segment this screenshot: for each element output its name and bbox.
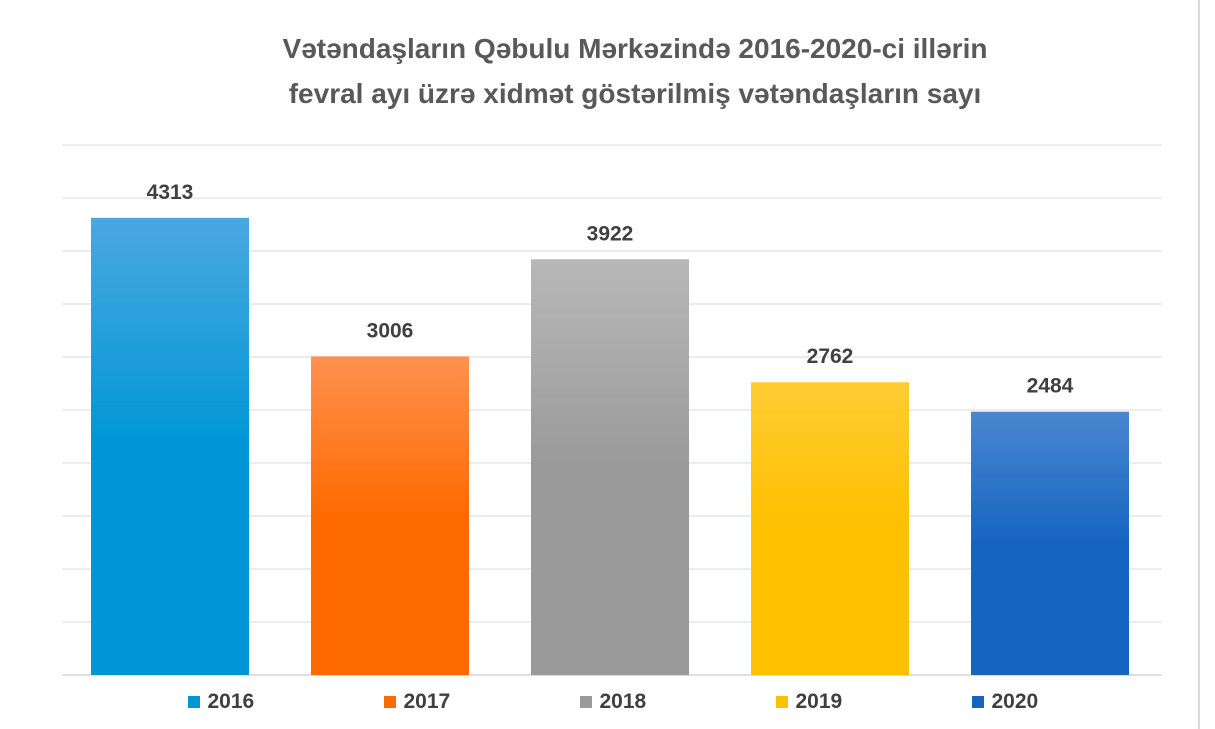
bar-2019	[751, 382, 909, 675]
legend-swatch	[971, 696, 984, 708]
bar-2020	[971, 411, 1129, 675]
data-label-2020: 2484	[1027, 375, 1074, 398]
legend-label: 2020	[991, 690, 1039, 713]
data-label-2016: 4313	[147, 181, 194, 204]
bar-2018	[531, 259, 689, 675]
legend-item-2020: 2020	[902, 690, 1098, 714]
legend-label: 2018	[599, 690, 647, 713]
data-label-2019: 2762	[807, 345, 854, 368]
data-label-2017: 3006	[367, 319, 414, 342]
legend-swatch	[775, 696, 788, 708]
legend-item-2017: 2017	[314, 690, 510, 714]
legend-item-2019: 2019	[706, 690, 902, 714]
bar-2017	[311, 356, 469, 675]
chart-title-line-2: fevral ayı üzrə xidmət göstərilmiş vətən…	[288, 78, 982, 109]
chart-title-line-1: Vətəndaşların Qəbulu Mərkəzində 2016-202…	[282, 33, 988, 64]
legend-item-2016: 2016	[118, 690, 314, 714]
legend-label: 2016	[207, 690, 255, 713]
legend-swatch	[383, 696, 396, 708]
legend-item-2018: 2018	[510, 690, 706, 714]
legend-label: 2019	[795, 690, 843, 713]
legend-swatch	[579, 696, 592, 708]
bar-2016	[91, 217, 249, 675]
chart-title: Vətəndaşların Qəbulu Mərkəzində 2016-202…	[0, 26, 1215, 116]
legend-swatch	[187, 696, 200, 708]
bars	[91, 217, 1129, 675]
data-label-2018: 3922	[587, 222, 634, 245]
legend: 2016 2017 2018 2019 2020	[0, 690, 1215, 714]
data-labels: 4313 3006 3922 2762 2484	[147, 181, 1074, 398]
legend-label: 2017	[403, 690, 451, 713]
